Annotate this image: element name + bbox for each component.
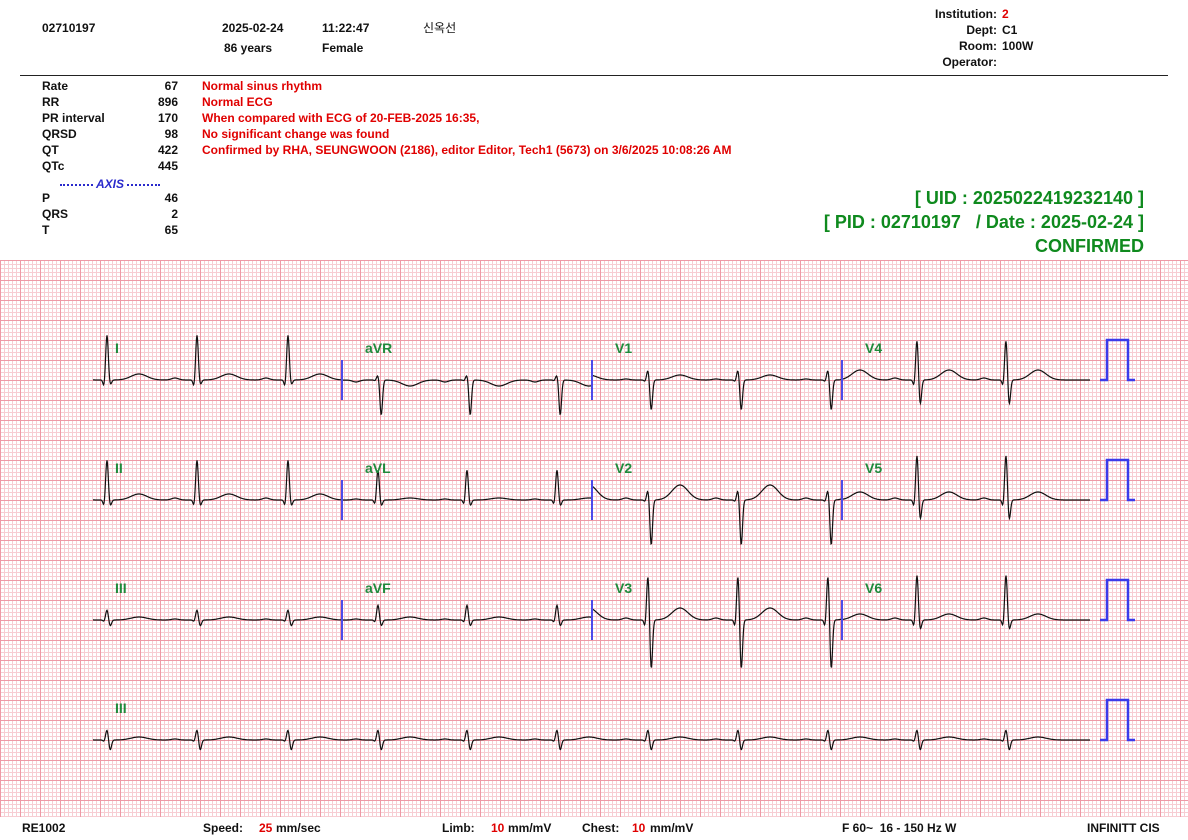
pid: [ PID : 02710197 / Date : 2025-02-24 ] xyxy=(823,212,1144,232)
device: RE1002 xyxy=(22,821,66,835)
lead-label: V3 xyxy=(615,580,632,596)
measure-value: 422 xyxy=(157,143,178,157)
ecg-trace xyxy=(342,375,593,416)
axis-label: QRS xyxy=(42,207,69,221)
measure-value: 445 xyxy=(157,159,178,173)
ecg-trace xyxy=(342,470,592,506)
uid: [ UID : 2025022419232140 ] xyxy=(914,188,1144,208)
status: CONFIRMED xyxy=(1035,236,1144,256)
lead-label: III xyxy=(115,580,127,596)
axis-label: T xyxy=(42,223,50,237)
axis-header: AXIS xyxy=(60,175,160,191)
calibration-pulse xyxy=(1100,338,1135,382)
lead-label: aVF xyxy=(365,580,391,596)
operator-label: Operator: xyxy=(942,55,997,69)
measure-value: 896 xyxy=(157,95,178,109)
date: 2025-02-24 xyxy=(222,21,284,35)
lead-label: V2 xyxy=(615,460,632,476)
axis-value: 65 xyxy=(164,223,178,237)
age: 86 years xyxy=(224,41,273,55)
room-value: 100W xyxy=(1002,39,1034,53)
measure-value: 67 xyxy=(164,79,178,93)
limb-unit: mm/mV xyxy=(508,821,552,835)
lead-label: V5 xyxy=(865,460,882,476)
lead-label: III xyxy=(115,700,127,716)
interpretation-line: Confirmed by RHA, SEUNGWOON (2186), edit… xyxy=(202,143,732,157)
interpretation-line: Normal sinus rhythm xyxy=(202,79,323,93)
measure-value: 170 xyxy=(157,111,178,125)
divider xyxy=(20,75,1168,76)
patient-id: 02710197 xyxy=(42,21,96,35)
measure-label: RR xyxy=(42,95,60,109)
speed-value: 25 xyxy=(259,821,273,835)
calibration-pulse xyxy=(1100,578,1135,622)
interpretation-line: When compared with ECG of 20-FEB-2025 16… xyxy=(202,111,480,125)
ecg-trace xyxy=(591,484,843,545)
dept-label: Dept: xyxy=(966,23,997,37)
measure-label: Rate xyxy=(42,79,69,93)
axis-value: 2 xyxy=(171,207,178,221)
measure-label: PR interval xyxy=(42,111,105,125)
institution-label: Institution: xyxy=(935,7,997,21)
lead-label: I xyxy=(115,340,119,356)
time: 11:22:47 xyxy=(322,21,370,35)
ecg-trace xyxy=(93,729,1090,751)
ecg-trace xyxy=(591,577,843,668)
dept-value: C1 xyxy=(1002,23,1018,37)
lead-label: V6 xyxy=(865,580,882,596)
calibration-pulse xyxy=(1100,698,1135,742)
interpretation-line: No significant change was found xyxy=(202,127,390,141)
speed-label: Speed: xyxy=(203,821,244,835)
limb-value: 10 xyxy=(491,821,505,835)
chest-unit: mm/mV xyxy=(650,821,694,835)
filter: F 60~ 16 - 150 Hz W xyxy=(842,821,957,835)
vendor: INFINITT CIS xyxy=(1087,821,1160,835)
ecg-trace xyxy=(93,335,343,387)
axis-label: P xyxy=(42,191,51,205)
interpretation-line: Normal ECG xyxy=(202,95,273,109)
patient-name: 신옥선 xyxy=(423,21,457,35)
room-label: Room: xyxy=(959,39,997,53)
measure-label: QT xyxy=(42,143,59,157)
sex: Female xyxy=(322,41,364,55)
ecg-trace xyxy=(93,460,343,506)
axis-title: AXIS xyxy=(93,177,126,191)
lead-label: V4 xyxy=(865,340,882,356)
lead-label: aVR xyxy=(365,340,392,356)
lead-label: aVL xyxy=(365,460,391,476)
calibration-pulse xyxy=(1100,458,1135,502)
measure-value: 98 xyxy=(164,127,178,141)
limb-label: Limb: xyxy=(442,821,475,835)
ecg-trace xyxy=(841,455,1090,521)
ecg-trace xyxy=(841,341,1090,406)
lead-label: II xyxy=(115,460,123,476)
ecg-trace xyxy=(342,603,593,627)
ecg-grid xyxy=(0,260,1188,817)
chest-value: 10 xyxy=(632,821,646,835)
institution-value: 2 xyxy=(1002,7,1009,21)
ecg-trace xyxy=(591,370,843,410)
ecg-trace xyxy=(93,609,342,627)
measure-label: QTc xyxy=(42,159,65,173)
ecg-trace xyxy=(842,575,1090,630)
measure-label: QRSD xyxy=(42,127,77,141)
chest-label: Chest: xyxy=(582,821,620,835)
axis-value: 46 xyxy=(164,191,178,205)
lead-label: V1 xyxy=(615,340,632,356)
speed-unit: mm/sec xyxy=(276,821,321,835)
